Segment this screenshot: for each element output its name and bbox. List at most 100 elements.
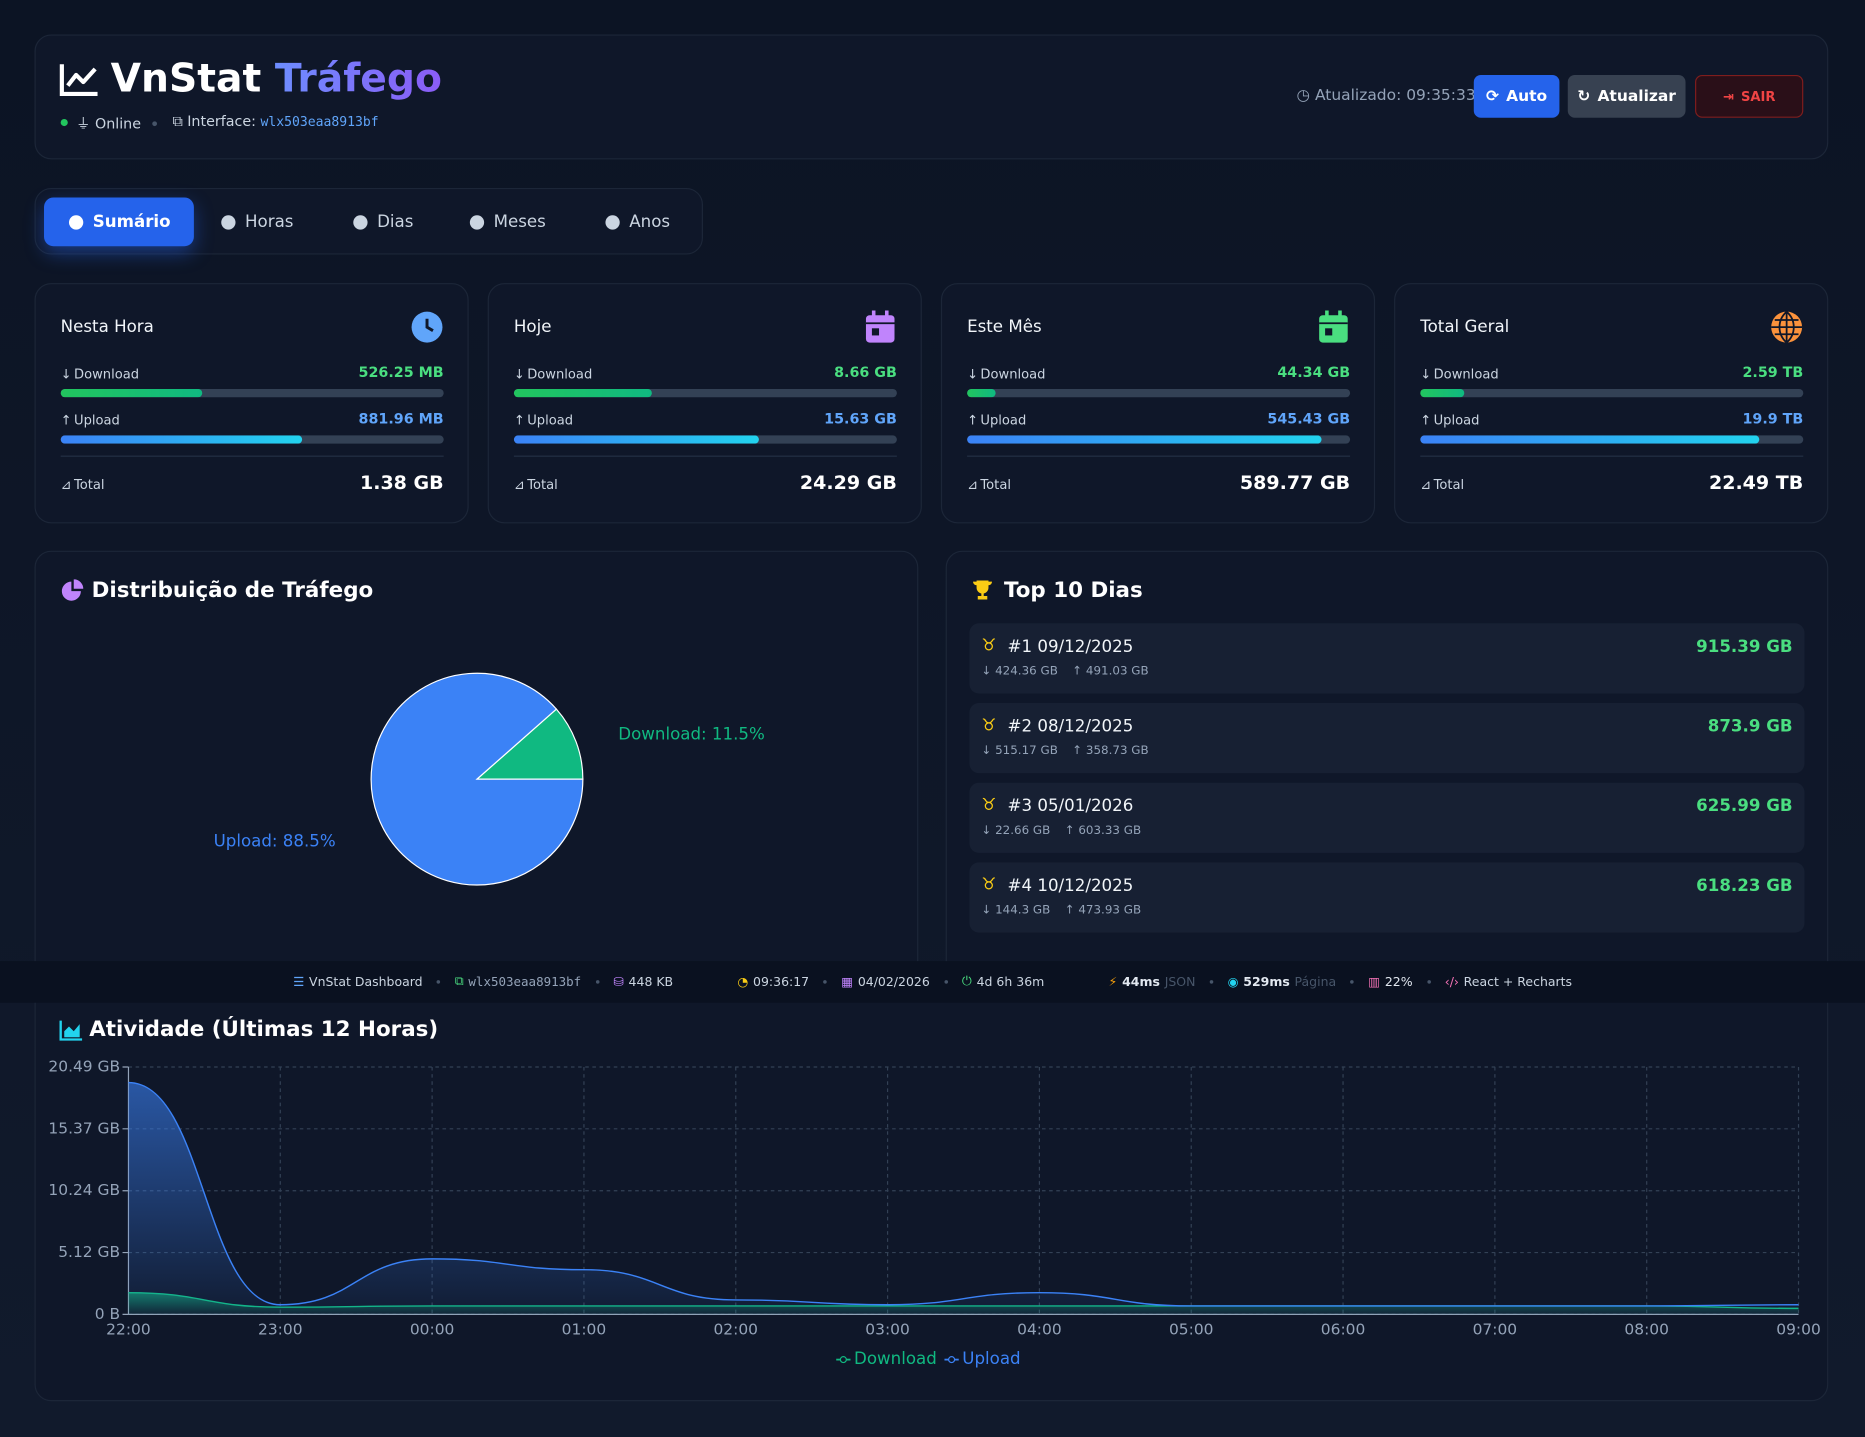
tab-label: Sumário: [92, 212, 171, 232]
upload-label: ↑ Upload: [967, 412, 1027, 429]
up-value: 358.73 GB: [1085, 744, 1149, 758]
day-total: 618.23 GB: [1696, 876, 1793, 896]
status-item: ⚡ 44ms JSON: [1109, 975, 1196, 989]
status-text: 22%: [1384, 974, 1413, 990]
tab[interactable]: Sumário: [44, 197, 195, 247]
tab-icon: [605, 214, 620, 229]
card-title: Total Geral: [1420, 317, 1510, 337]
tab-icon: [353, 214, 368, 229]
x-tick-label: 09:00: [1776, 1320, 1821, 1338]
download-bar: [1420, 388, 1465, 398]
tab[interactable]: Dias: [328, 197, 437, 246]
total-label: ⊿ Total: [1420, 476, 1465, 493]
tab[interactable]: Meses: [445, 197, 570, 246]
day-total: 625.99 GB: [1696, 796, 1793, 816]
tab[interactable]: Horas: [196, 197, 317, 246]
label-text: Total: [527, 476, 558, 493]
status-item: ▥ 22%: [1368, 975, 1412, 989]
icon-shape: [871, 328, 880, 336]
download-bar: [513, 388, 652, 398]
medal-icon: ♉: [981, 795, 997, 815]
label-text: Upload: [527, 412, 574, 429]
download-value: 8.66 GB: [834, 363, 897, 381]
refresh-button[interactable]: ↻ Atualizar: [1567, 74, 1686, 118]
day-item: ♉ #4 10/12/2025 618.23 GB ↓ 144.3 GB ↑ 473.9…: [969, 862, 1805, 933]
upload-value: 881.96 MB: [358, 410, 444, 428]
progress-track: [513, 388, 897, 398]
status-item: ☰ VnStat Dashboard: [293, 975, 423, 989]
x-tick-label: 01:00: [562, 1320, 607, 1338]
button-label: SAIR: [1740, 88, 1776, 105]
download-value: 2.59 TB: [1742, 363, 1804, 381]
y-tick-label: 15.37 GB: [48, 1119, 120, 1137]
label-text: Download: [1433, 366, 1499, 382]
day-up: ↑ 603.33 GB: [1064, 824, 1142, 838]
y-tick-label: 0 B: [95, 1305, 120, 1323]
day-down: ↓ 424.36 GB: [981, 664, 1058, 679]
divider: [967, 455, 1351, 457]
app-title: VnStat Tráfego: [111, 55, 442, 101]
x-tick-label: 23:00: [258, 1320, 303, 1338]
status-item: ⏻ 4d 6h 36m: [962, 974, 1044, 989]
icon-shape: [1325, 328, 1333, 336]
upload-label: ↑ Upload: [60, 412, 120, 429]
upload-label: ↑ Upload: [1420, 412, 1480, 429]
label-text: Total: [980, 476, 1011, 493]
auto-button[interactable]: ⟳ Auto: [1473, 74, 1560, 118]
button-label: Auto: [1506, 87, 1548, 106]
status-item: ⛁ 448 KB: [613, 975, 673, 989]
legend-swatch: [948, 1356, 956, 1364]
status-bar: ☰ VnStat Dashboard ⧉ wlx503eaa8913bf ⛁ 448 KB…: [0, 961, 1865, 1003]
day-item: ♉ #2 08/12/2025 873.9 GB ↓ 515.17 GB ↑ 358.7…: [969, 702, 1805, 774]
status-icon: ⧉: [454, 974, 464, 989]
upload-value: 545.43 GB: [1267, 410, 1351, 428]
x-tick-label: 22:00: [106, 1320, 151, 1338]
upload-bar: [1420, 435, 1760, 444]
label-text: Download: [74, 366, 140, 382]
up-value: 473.93 GB: [1078, 904, 1142, 918]
icon-shape: [353, 214, 368, 229]
icon-shape: [469, 214, 485, 229]
day-title: #3 05/01/2026: [1008, 797, 1134, 816]
label-text: Upload: [980, 412, 1027, 429]
day-title: #1 09/12/2025: [1008, 638, 1134, 657]
x-tick-label: 07:00: [1473, 1320, 1518, 1338]
medal-icon: ♉: [981, 875, 997, 895]
status-text: 4d 6h 36m: [976, 974, 1045, 990]
x-tick-label: 00:00: [410, 1320, 455, 1338]
tab[interactable]: Anos: [580, 197, 693, 246]
status-text: wlx503eaa8913bf: [468, 974, 582, 990]
day-date: 10/12/2025: [1037, 876, 1134, 896]
status-item: ◉ 529ms Página: [1228, 975, 1337, 989]
section-title: Distribuição de Tráfego: [91, 578, 374, 604]
progress-track: [967, 388, 1351, 398]
legend-label: Download: [854, 1349, 937, 1368]
status-text: React + Recharts: [1463, 974, 1573, 990]
up-value: 603.33 GB: [1078, 824, 1142, 838]
day-detail: ↓ 144.3 GB ↑ 473.93 GB: [981, 904, 1141, 917]
day-item: ♉ #3 05/01/2026 625.99 GB ↓ 22.66 GB ↑ 603.3…: [969, 782, 1805, 853]
y-tick-label: 20.49 GB: [48, 1057, 120, 1075]
separator: [1209, 980, 1214, 984]
progress-track: [1420, 388, 1804, 398]
tab-label: Meses: [493, 212, 546, 232]
day-detail: ↓ 22.66 GB ↑ 603.33 GB: [981, 824, 1141, 837]
status-text: 09:36:17: [753, 974, 810, 990]
download-label: ↓ Download: [967, 366, 1046, 382]
label-text: Download: [527, 366, 593, 382]
x-tick-label: 03:00: [865, 1320, 910, 1338]
medal-icon: ♉: [981, 636, 997, 656]
summary-card: Nesta Hora ↓ Download 526.25 MB ↑ Upload 881.9…: [34, 283, 469, 524]
section-title: Atividade (Últimas 12 Horas): [89, 1017, 439, 1043]
logout-button[interactable]: ⇥ SAIR: [1695, 74, 1804, 118]
status-text: 44ms: [1122, 974, 1160, 990]
upload-label: ↑ Upload: [513, 412, 574, 429]
card-title: Nesta Hora: [60, 317, 154, 337]
separator: [436, 980, 441, 984]
activity-panel: [34, 987, 1829, 1402]
day-rank: #3: [1007, 796, 1033, 816]
icon-shape: [871, 310, 876, 319]
day-title: #2 08/12/2025: [1008, 717, 1134, 736]
